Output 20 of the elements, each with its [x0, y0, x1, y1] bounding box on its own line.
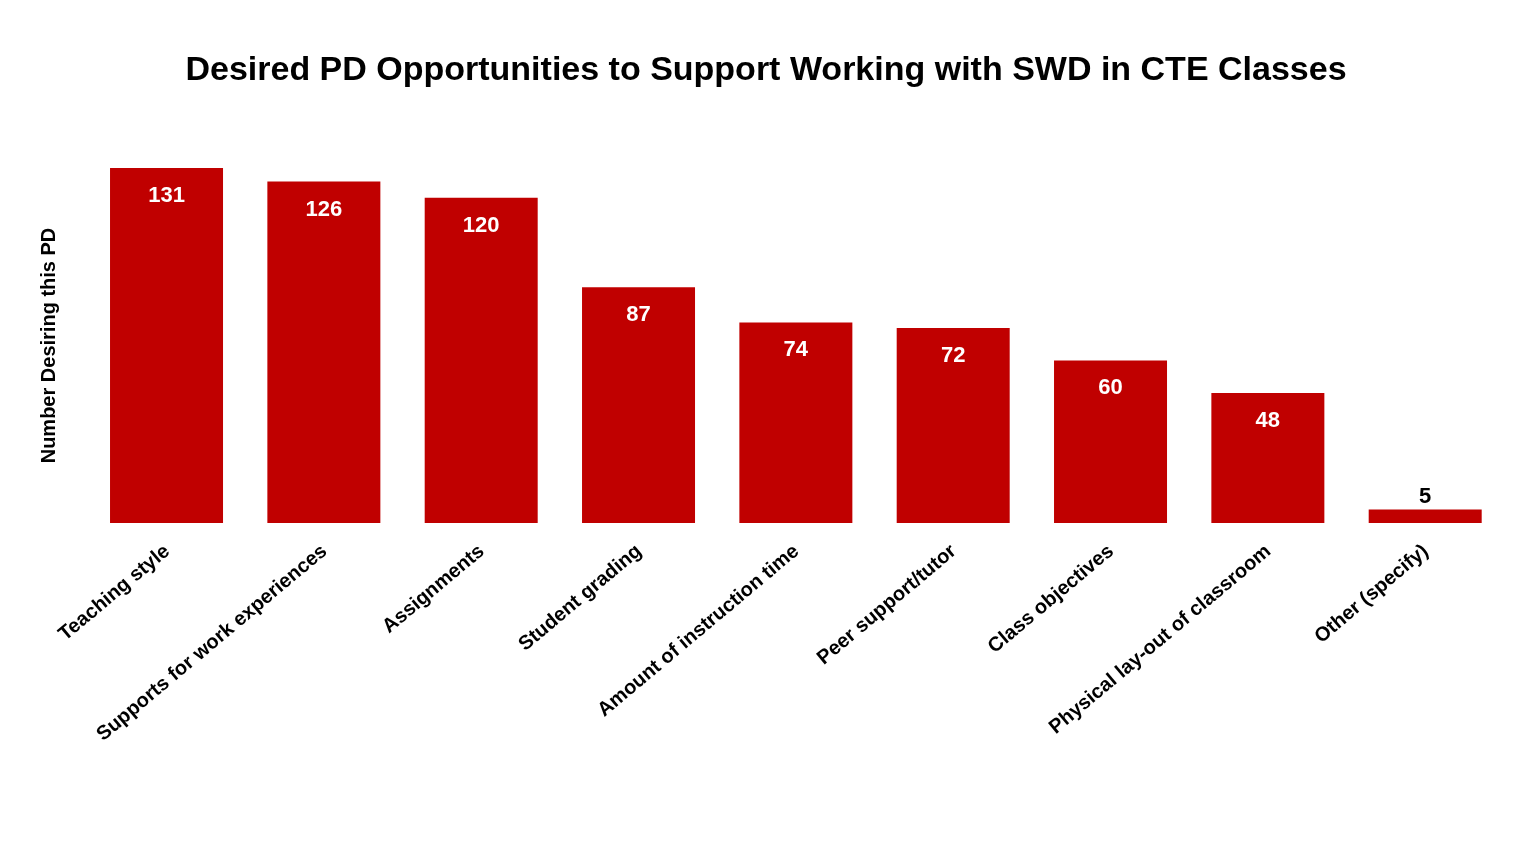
bar — [739, 322, 853, 523]
data-label: 126 — [305, 195, 343, 221]
bar — [582, 287, 696, 523]
data-label: 131 — [148, 182, 185, 207]
bar — [1211, 392, 1325, 523]
bar — [424, 197, 538, 523]
bar — [110, 168, 224, 523]
data-label: 87 — [626, 301, 651, 327]
data-label: 120 — [462, 211, 500, 237]
y-axis-title: Number Desiring this PD — [37, 227, 60, 464]
bar — [267, 181, 381, 523]
bar — [1054, 360, 1168, 523]
bar — [1368, 509, 1482, 523]
data-label: 48 — [1255, 406, 1281, 432]
data-label: 74 — [783, 336, 809, 362]
bar — [896, 327, 1010, 523]
chart-title: Desired PD Opportunities to Support Working with SWD in CTE Classes — [184, 47, 1348, 89]
data-label: 72 — [940, 341, 966, 367]
data-label: 60 — [1098, 374, 1123, 400]
data-label: 5 — [1419, 483, 1432, 509]
